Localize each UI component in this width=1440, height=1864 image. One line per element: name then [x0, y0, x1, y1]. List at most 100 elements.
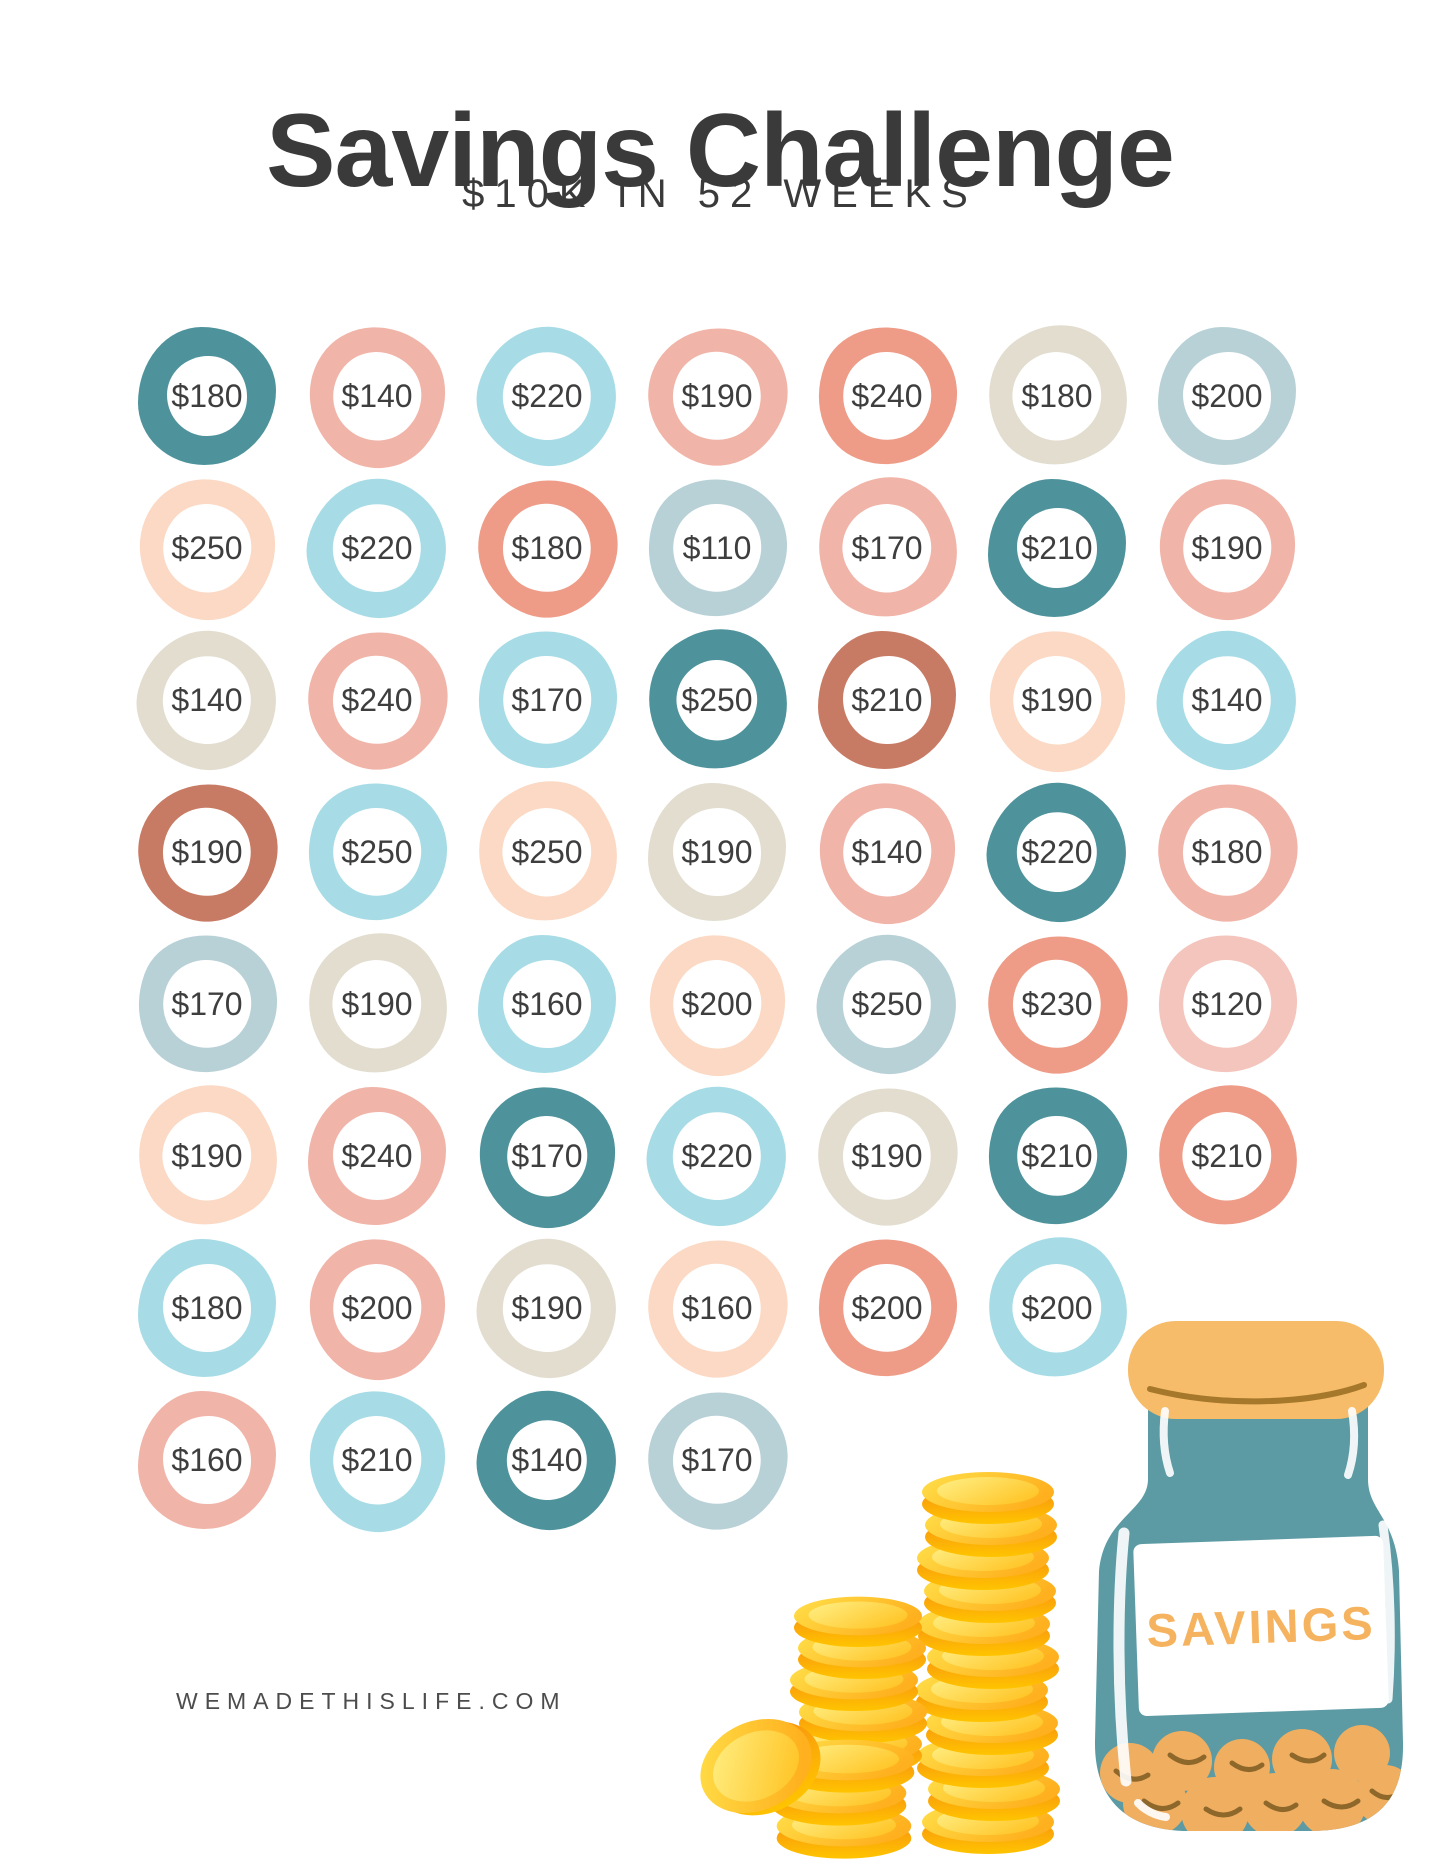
ring-band	[818, 631, 956, 769]
jar-lid	[1128, 1321, 1384, 1419]
week-amount-circle: $120	[1138, 915, 1316, 1093]
week-amount-circle: $210	[279, 1362, 475, 1558]
week-amount-circle: $170	[792, 453, 982, 643]
week-amount: $170	[171, 985, 243, 1022]
week-amount: $250	[511, 833, 583, 870]
jar-highlights	[1113, 1407, 1395, 1821]
week-amount-circle: $190	[462, 1223, 632, 1393]
ring-band	[478, 935, 616, 1073]
ring-band	[1158, 327, 1296, 465]
coin-stack-tall	[916, 1472, 1060, 1854]
week-amount-circle: $190	[1129, 450, 1325, 646]
week-amount-circle: $140	[1142, 615, 1312, 785]
week-amount-circle: $220	[292, 463, 462, 633]
week-amount-circle: $190	[112, 1061, 302, 1251]
week-amount: $190	[851, 1137, 923, 1174]
week-amount-circle: $180	[1138, 763, 1316, 941]
week-amount-circle: $250	[452, 757, 642, 947]
week-amount-circle: $190	[648, 783, 786, 921]
week-amount: $140	[1191, 681, 1263, 718]
week-amount: $230	[1021, 985, 1093, 1022]
leaning-coin	[700, 1718, 821, 1816]
week-amount: $200	[681, 985, 753, 1022]
week-amount: $250	[851, 985, 923, 1022]
week-amount-circle: $180	[458, 459, 636, 637]
week-amount: $250	[681, 681, 753, 718]
week-amount: $200	[1021, 1289, 1093, 1326]
week-amount-circle: $190	[959, 602, 1155, 798]
page-title: Savings Challenge	[266, 92, 1175, 209]
week-amount-circle: $240	[288, 611, 466, 789]
week-amount: $220	[1021, 833, 1093, 870]
week-amount-circle: $200	[798, 1219, 976, 1397]
week-amount: $200	[851, 1289, 923, 1326]
week-amount-circle: $210	[988, 479, 1126, 617]
jar-coins	[1100, 1725, 1404, 1831]
week-amount-circle: $200	[619, 906, 815, 1102]
week-amount-circle: $250	[802, 919, 972, 1089]
week-amount-circle: $190	[118, 763, 296, 941]
week-amount-circle: $170	[628, 1371, 806, 1549]
week-amount: $220	[681, 1137, 753, 1174]
ring-band	[138, 1391, 276, 1529]
week-amount-circle: $220	[632, 1071, 802, 1241]
week-amount: $210	[1021, 529, 1093, 566]
jar-label-text: SAVINGS	[1146, 1596, 1377, 1657]
ring-band	[138, 1239, 276, 1377]
savings-grid: $180 $140 $220 $190 $240 $180 $200 $250 $220 $180…	[109, 298, 1325, 1558]
week-amount: $200	[341, 1289, 413, 1326]
week-amount: $140	[851, 833, 923, 870]
week-amount: $140	[341, 377, 413, 414]
week-amount-circle: $250	[288, 763, 466, 941]
week-amount: $170	[681, 1441, 753, 1478]
week-amount-circle: $180	[138, 327, 276, 465]
week-amount-circle: $190	[798, 1067, 976, 1245]
week-amount: $240	[341, 1137, 413, 1174]
week-amount-circle: $200	[1158, 327, 1296, 465]
week-amount-circle: $240	[308, 1087, 446, 1225]
week-amount: $190	[341, 985, 413, 1022]
week-amount-circle: $240	[798, 307, 976, 485]
week-amount: $240	[341, 681, 413, 718]
week-amount: $240	[851, 377, 923, 414]
week-amount-circle: $140	[122, 615, 292, 785]
week-amount-circle: $170	[118, 915, 296, 1093]
week-amount-circle: $210	[818, 631, 956, 769]
week-amount: $210	[1191, 1137, 1263, 1174]
week-amount-circle: $140	[789, 754, 985, 950]
week-amount-circle: $110	[628, 459, 806, 637]
week-amount: $170	[851, 529, 923, 566]
week-amount: $120	[1191, 985, 1263, 1022]
week-amount: $170	[511, 1137, 583, 1174]
week-amount: $140	[171, 681, 243, 718]
jar-label: SAVINGS	[1133, 1535, 1389, 1717]
ring-band	[648, 783, 786, 921]
week-amount: $220	[341, 529, 413, 566]
week-amount: $190	[681, 833, 753, 870]
week-amount-circle: $200	[962, 1213, 1152, 1403]
week-amount: $190	[1021, 681, 1093, 718]
week-amount: $160	[511, 985, 583, 1022]
week-amount-circle: $160	[478, 935, 616, 1073]
week-amount-circle: $170	[449, 1058, 645, 1254]
week-amount: $190	[681, 377, 753, 414]
week-amount-circle: $220	[972, 767, 1142, 937]
week-amount-circle: $180	[138, 1239, 276, 1377]
week-amount: $110	[682, 529, 752, 566]
week-amount-circle: $230	[968, 915, 1146, 1093]
week-amount: $140	[511, 1441, 583, 1478]
week-amount-circle: $210	[1132, 1061, 1322, 1251]
week-amount: $220	[511, 377, 583, 414]
week-amount: $210	[1021, 1137, 1093, 1174]
week-amount: $190	[171, 1137, 243, 1174]
week-amount-circle: $190	[282, 909, 472, 1099]
week-amount: $200	[1191, 377, 1263, 414]
week-amount-circle: $200	[279, 1210, 475, 1406]
week-amount-circle: $140	[279, 298, 475, 494]
week-amount-circle: $210	[968, 1067, 1146, 1245]
week-amount-circle: $190	[628, 307, 806, 485]
week-amount: $210	[341, 1441, 413, 1478]
week-amount: $190	[511, 1289, 583, 1326]
week-amount: $250	[341, 833, 413, 870]
